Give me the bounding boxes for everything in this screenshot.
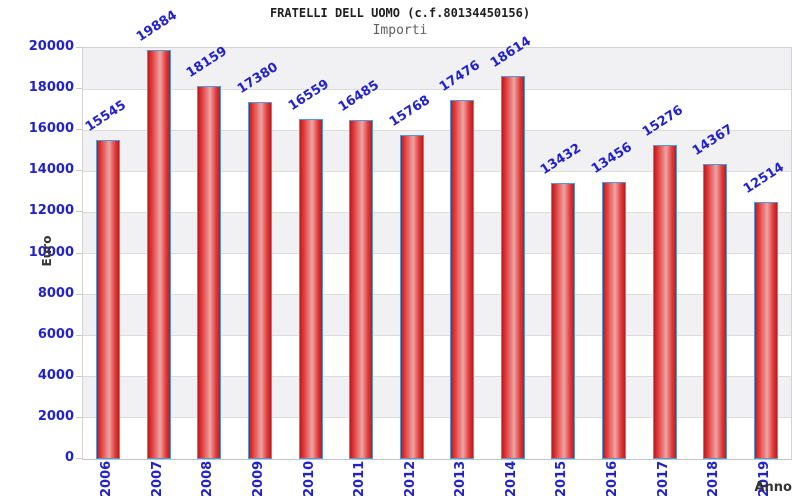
y-tick-mark (76, 211, 82, 213)
x-tick-label: 2009 (251, 460, 266, 497)
x-tick-label: 2008 (200, 460, 216, 497)
y-tick-label: 2000 (37, 408, 74, 424)
plot-band (83, 130, 791, 172)
bar (602, 182, 626, 459)
bar (298, 118, 323, 459)
bar (96, 139, 121, 459)
y-tick-label: 8000 (37, 285, 74, 301)
y-tick-mark (76, 252, 82, 254)
x-tick-label: 2012 (402, 460, 418, 497)
bar (500, 76, 525, 459)
bar (450, 99, 475, 459)
bar (197, 85, 222, 459)
y-tick-label: 18000 (28, 80, 74, 96)
bar (146, 50, 171, 459)
gridline (83, 294, 791, 296)
y-tick-mark (76, 416, 82, 418)
y-tick-mark (76, 293, 82, 295)
plot-band (83, 335, 791, 377)
x-tick-label: 2016 (605, 460, 620, 497)
bar (399, 134, 424, 459)
bar (703, 163, 728, 459)
chart-subtitle: Importi (372, 23, 428, 38)
x-tick-label: 2014 (503, 460, 519, 497)
plot-band (83, 48, 791, 90)
gridline (83, 129, 791, 131)
gridline (83, 335, 791, 337)
y-tick-label: 16000 (28, 121, 74, 137)
plot-band (83, 253, 791, 295)
bar (248, 101, 272, 459)
plot-area: 15545 19884 18159 17380 16559 16485 15768 17476… (82, 8, 792, 460)
gridline (83, 417, 791, 419)
gridline (83, 88, 791, 90)
x-tick-label: 2006 (99, 460, 115, 497)
plot-band (83, 417, 791, 459)
y-tick-mark (76, 375, 82, 377)
x-tick-label: 2010 (301, 460, 317, 497)
y-tick-label: 4000 (37, 367, 74, 383)
plot-band (83, 212, 791, 254)
y-tick-mark (76, 47, 82, 48)
y-tick-mark (76, 129, 82, 131)
gridline (83, 170, 791, 172)
x-axis-title: Anno (754, 480, 792, 495)
gridline (83, 376, 791, 378)
chart-title: FRATELLI DELL UOMO (c.f.80134450156) (269, 6, 531, 20)
y-axis-title: Euro (40, 235, 54, 267)
y-tick-mark (76, 458, 82, 459)
bar (349, 120, 374, 459)
bar (753, 201, 778, 459)
plot-band (83, 171, 791, 213)
gridline (83, 211, 791, 213)
x-tick-label: 2011 (352, 460, 368, 497)
bar (551, 182, 576, 459)
x-tick-label: 2017 (655, 460, 671, 497)
y-tick-mark (76, 334, 82, 336)
x-tick-label: 2007 (149, 460, 165, 497)
x-tick-label: 2015 (554, 460, 570, 497)
y-tick-mark (76, 88, 82, 90)
bar (652, 145, 677, 459)
y-tick-label: 0 (64, 450, 74, 465)
y-tick-label: 12000 (28, 203, 74, 219)
x-tick-label: 2018 (706, 460, 722, 497)
y-tick-label: 14000 (28, 162, 74, 178)
plot-band (83, 376, 791, 418)
y-tick-label: 20000 (28, 39, 74, 54)
y-tick-label: 10000 (28, 244, 74, 260)
plot-band (83, 89, 791, 131)
plot-band (83, 294, 791, 336)
y-tick-label: 6000 (37, 326, 74, 342)
x-tick-label: 2013 (453, 460, 469, 497)
gridline (83, 253, 791, 254)
y-tick-mark (76, 170, 82, 172)
